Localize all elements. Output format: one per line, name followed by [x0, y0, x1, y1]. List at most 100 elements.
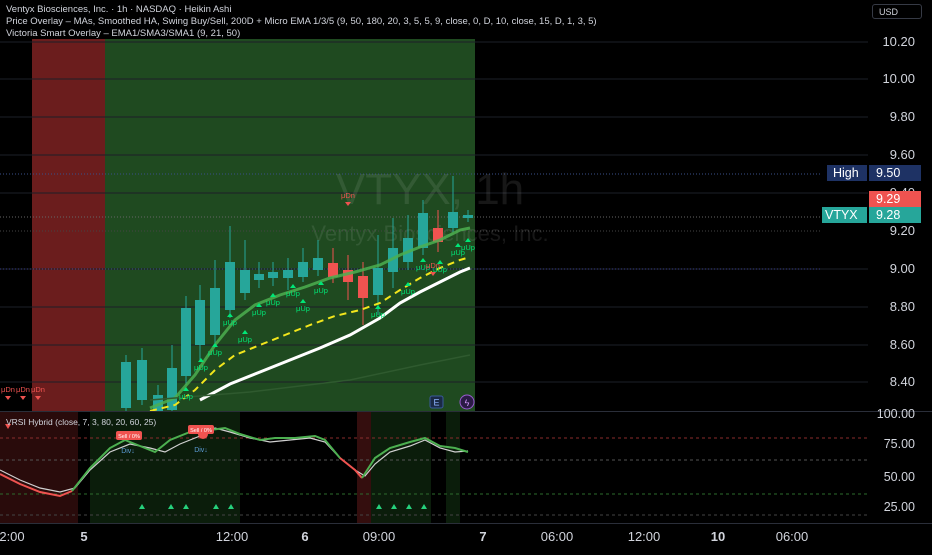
vrsi-rsi-line-green-2 — [361, 436, 469, 479]
micro-up-arrow — [300, 299, 306, 303]
vrsi-buy-arrow — [406, 504, 412, 509]
candle-body — [403, 238, 413, 262]
micro-up-label: μUp — [252, 308, 266, 317]
candle-body — [167, 368, 177, 410]
vrsi-red-zone-2 — [357, 412, 371, 523]
dividend-icon[interactable]: ϟ — [459, 394, 475, 410]
micro-up-label: μUp — [401, 287, 415, 296]
candle-body — [283, 270, 293, 278]
earnings-icon[interactable]: E — [429, 395, 444, 409]
time-label: 09:00 — [363, 529, 396, 544]
micro-up-arrow — [256, 303, 262, 307]
micro-down-arrow — [5, 396, 11, 400]
candle-body — [181, 308, 191, 376]
micro-up-arrow — [318, 281, 324, 285]
candle-body — [254, 274, 264, 280]
micro-up-label: μUp — [416, 263, 430, 272]
watermark-ticker: VTYX, 1h — [336, 165, 524, 214]
micro-up-label: μUp — [371, 310, 385, 319]
vrsi-green-zone-2 — [371, 412, 431, 523]
ema-line — [149, 226, 471, 410]
time-label: 2:00 — [0, 529, 25, 544]
micro-up-arrow — [183, 387, 189, 391]
micro-up-label: μUp — [194, 363, 208, 372]
vrsi-buy-arrow — [213, 504, 219, 509]
price-tick: 9.20 — [890, 223, 915, 238]
candle-body — [373, 268, 383, 295]
vrsi-rsi-line-red — [0, 473, 73, 498]
vrsi-buy-arrows — [139, 504, 427, 509]
vrsi-tick: 50.00 — [884, 470, 915, 484]
indicator-legend-2[interactable]: Victoria Smart Overlay – EMA1/SMA3/SMA1 … — [6, 28, 241, 39]
time-label: 12:00 — [628, 529, 661, 544]
micro-up-arrow — [290, 284, 296, 288]
time-label: 12:00 — [216, 529, 249, 544]
high-label-tag: High — [827, 165, 867, 181]
red-zone — [32, 39, 105, 411]
vrsi-down-marker — [5, 424, 11, 429]
vrsi-green-zone-3 — [446, 412, 460, 523]
time-label: 10 — [711, 529, 725, 544]
svg-text:ϟ: ϟ — [465, 398, 470, 408]
time-axis[interactable]: 2:00 5 12:00 6 09:00 7 06:00 12:00 10 06… — [0, 529, 808, 544]
time-label: 6 — [301, 529, 308, 544]
micro-up-label: μUp — [208, 348, 222, 357]
micro-up-arrow — [227, 313, 233, 317]
currency-button[interactable]: USD — [872, 4, 922, 19]
time-label: 06:00 — [776, 529, 809, 544]
micro-up-arrow — [455, 243, 461, 247]
price-tick: 10.00 — [882, 71, 915, 86]
micro-up-arrow — [212, 343, 218, 347]
candle-body — [210, 288, 220, 335]
candle-body — [298, 262, 308, 277]
candles — [121, 176, 473, 412]
sell-badge-1: Sell / 0% Div↓ — [116, 431, 142, 455]
micro-down-arrow — [35, 396, 41, 400]
vrsi-title: VRSI Hybrid (close, 7, 3, 80, 20, 60, 25… — [6, 417, 156, 427]
vrsi-axis[interactable]: 100.00 75.00 50.00 25.00 — [877, 407, 915, 514]
micro-up-arrow — [270, 293, 276, 297]
candle-body — [137, 360, 147, 400]
svg-text:Sell / 0%: Sell / 0% — [190, 428, 212, 434]
time-label: 7 — [479, 529, 486, 544]
candle-body — [433, 228, 443, 242]
micro-down-arrow — [430, 272, 436, 276]
micro-up-arrow — [375, 305, 381, 309]
candle-body — [328, 263, 338, 277]
symbol-legend[interactable]: Ventyx Biosciences, Inc. · 1h · NASDAQ ·… — [6, 4, 232, 15]
time-label: 06:00 — [541, 529, 574, 544]
vrsi-buy-arrow — [376, 504, 382, 509]
vrsi-buy-arrow — [421, 504, 427, 509]
current-price-tag: 9.29 — [869, 191, 921, 207]
micro-up-label: μUp — [461, 243, 475, 252]
svg-text:E: E — [433, 398, 439, 408]
micro-up-label: μUp — [266, 298, 280, 307]
ticker-label-tag: VTYX — [822, 207, 867, 223]
vrsi-red-zone — [0, 412, 78, 523]
candle-body — [463, 215, 473, 218]
price-tick: 9.80 — [890, 109, 915, 124]
candle-body — [121, 362, 131, 408]
vrsi-green-zone — [90, 412, 240, 523]
vrsi-tick: 25.00 — [884, 500, 915, 514]
micro-down-label: μDn — [1, 385, 15, 394]
vrsi-levels — [0, 437, 868, 516]
price-tick: 8.60 — [890, 337, 915, 352]
price-tick: 9.60 — [890, 147, 915, 162]
micro-down-label: μDn — [426, 261, 440, 270]
micro-up-arrow — [405, 282, 411, 286]
high-price-tag: 9.50 — [869, 165, 921, 181]
time-label: 5 — [80, 529, 87, 544]
micro-down-label: μDn — [31, 385, 45, 394]
vrsi-buy-arrow — [168, 504, 174, 509]
indicator-legend-1[interactable]: Price Overlay – MAs, Smoothed HA, Swing … — [6, 16, 597, 27]
watermark-name: Ventyx Biosciences, Inc. — [311, 221, 548, 246]
svg-text:Div↓: Div↓ — [194, 447, 208, 454]
vrsi-buy-arrow — [139, 504, 145, 509]
sma-slow-line — [149, 354, 471, 401]
candle-body — [358, 276, 368, 298]
vrsi-tick: 75.00 — [884, 437, 915, 451]
